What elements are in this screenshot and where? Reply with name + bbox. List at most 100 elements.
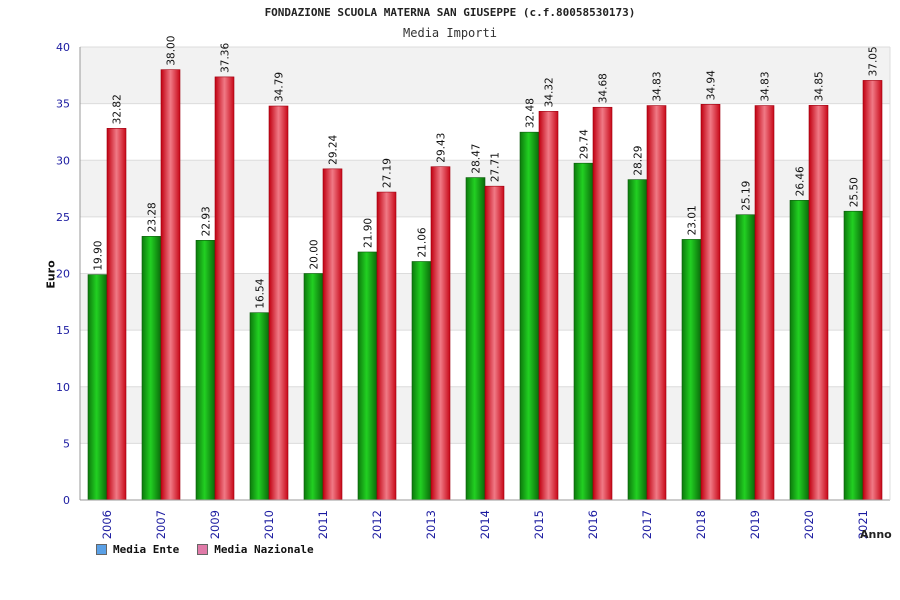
x-tick-labels: 2006 2007 2009 2010 2011 2012 2013 2014 2015 2016… — [100, 510, 870, 539]
x-tick-label: 2009 — [208, 510, 222, 539]
bar-value-label: 26.46 — [795, 166, 807, 196]
bar-value-label: 34.32 — [544, 77, 556, 107]
y-tick-label: 20 — [56, 268, 70, 281]
legend-label-nazionale: Media Nazionale — [214, 543, 314, 556]
x-tick-label: 2007 — [154, 510, 168, 539]
bar — [519, 131, 540, 501]
y-tick-label: 25 — [56, 211, 70, 224]
bar-labels: 19.90 32.82 23.28 38.00 22.93 37.36 16.54 34.79… — [93, 36, 880, 309]
bar-value-label: 23.28 — [147, 202, 159, 232]
bar — [195, 240, 216, 501]
bar — [789, 200, 810, 501]
bar — [411, 261, 432, 501]
bar — [357, 251, 378, 501]
bar-value-label: 27.71 — [490, 152, 502, 182]
y-tick-label: 35 — [56, 98, 70, 111]
x-tick-label: 2018 — [694, 510, 708, 539]
y-tick-label: 0 — [63, 494, 70, 507]
bar — [700, 104, 721, 501]
chart-title: FONDAZIONE SCUOLA MATERNA SAN GIUSEPPE (… — [264, 6, 636, 19]
bar — [484, 185, 505, 501]
bar-value-label: 23.01 — [687, 205, 699, 235]
x-axis-label: Anno — [860, 528, 892, 541]
x-tick-label: 2021 — [856, 510, 870, 539]
bar — [141, 236, 162, 501]
bar — [538, 111, 559, 501]
bar-value-label: 19.90 — [93, 241, 105, 271]
bar-value-label: 34.68 — [598, 73, 610, 103]
y-tick-label: 40 — [56, 41, 70, 54]
bar — [303, 273, 324, 501]
legend-label-ente: Media Ente — [113, 543, 180, 556]
x-tick-label: 2010 — [262, 510, 276, 539]
bar — [322, 168, 343, 501]
x-tick-label: 2014 — [478, 510, 492, 539]
bar-value-label: 28.29 — [633, 146, 645, 176]
bar — [160, 69, 181, 501]
x-tick-label: 2015 — [532, 510, 546, 539]
bar — [214, 76, 235, 501]
y-tick-label: 30 — [56, 154, 70, 167]
bar-value-label: 32.48 — [525, 98, 537, 128]
bar-value-label: 16.54 — [255, 278, 267, 308]
bar — [268, 105, 289, 501]
axes — [79, 47, 891, 501]
bar — [573, 162, 594, 501]
x-tick-label: 2006 — [100, 510, 114, 539]
bar — [465, 177, 486, 501]
bar-value-label: 37.05 — [868, 46, 880, 76]
bar-value-label: 29.24 — [328, 134, 340, 164]
bar-value-label: 28.47 — [471, 144, 483, 174]
bar-value-label: 27.19 — [382, 158, 394, 188]
chart-subtitle: Media Importi — [403, 26, 497, 40]
x-tick-label: 2016 — [586, 510, 600, 539]
y-tick-labels: 0 5 10 15 20 25 30 35 40 — [56, 41, 70, 507]
bar — [735, 214, 756, 501]
bars — [87, 69, 883, 501]
bar-value-label: 34.83 — [652, 71, 664, 101]
x-tick-label: 2011 — [316, 510, 330, 539]
bar — [627, 179, 648, 501]
legend-item-nazionale: Media Nazionale — [197, 543, 314, 556]
x-tick-label: 2012 — [370, 510, 384, 539]
bar-value-label: 20.00 — [309, 239, 321, 269]
bar-value-label: 34.94 — [706, 70, 718, 100]
bar-value-label: 29.43 — [436, 133, 448, 163]
bar — [430, 166, 451, 501]
bar-value-label: 34.79 — [274, 72, 286, 102]
y-tick-label: 10 — [56, 381, 70, 394]
y-tick-label: 5 — [63, 437, 70, 450]
legend-swatch-ente — [96, 544, 107, 555]
legend-item-ente: Media Ente — [96, 543, 179, 556]
bar — [808, 105, 829, 501]
bar — [862, 80, 883, 501]
y-tick-label: 15 — [56, 324, 70, 337]
bar-value-label: 25.19 — [741, 181, 753, 211]
bar — [376, 191, 397, 501]
x-tick-label: 2017 — [640, 510, 654, 539]
bar-value-label: 22.93 — [201, 206, 213, 236]
bar-value-label: 32.82 — [112, 94, 124, 124]
bar-value-label: 34.85 — [814, 71, 826, 101]
bar — [106, 128, 127, 501]
legend: Media Ente Media Nazionale — [96, 543, 314, 556]
bar-value-label: 21.90 — [363, 218, 375, 248]
bar — [646, 105, 667, 501]
bar — [249, 312, 270, 501]
bar-value-label: 37.36 — [220, 43, 232, 73]
bar — [754, 105, 775, 501]
x-tick-label: 2019 — [748, 510, 762, 539]
legend-swatch-nazionale — [197, 544, 209, 555]
bar — [681, 239, 702, 501]
bar — [87, 274, 108, 501]
bar-value-label: 21.06 — [417, 227, 429, 257]
bar-value-label: 34.83 — [760, 71, 772, 101]
bar — [843, 210, 864, 501]
x-tick-label: 2013 — [424, 510, 438, 539]
bar-value-label: 25.50 — [849, 177, 861, 207]
bar-value-label: 38.00 — [166, 36, 178, 66]
x-tick-label: 2020 — [802, 510, 816, 539]
bar-value-label: 29.74 — [579, 129, 591, 159]
bar — [592, 106, 613, 501]
